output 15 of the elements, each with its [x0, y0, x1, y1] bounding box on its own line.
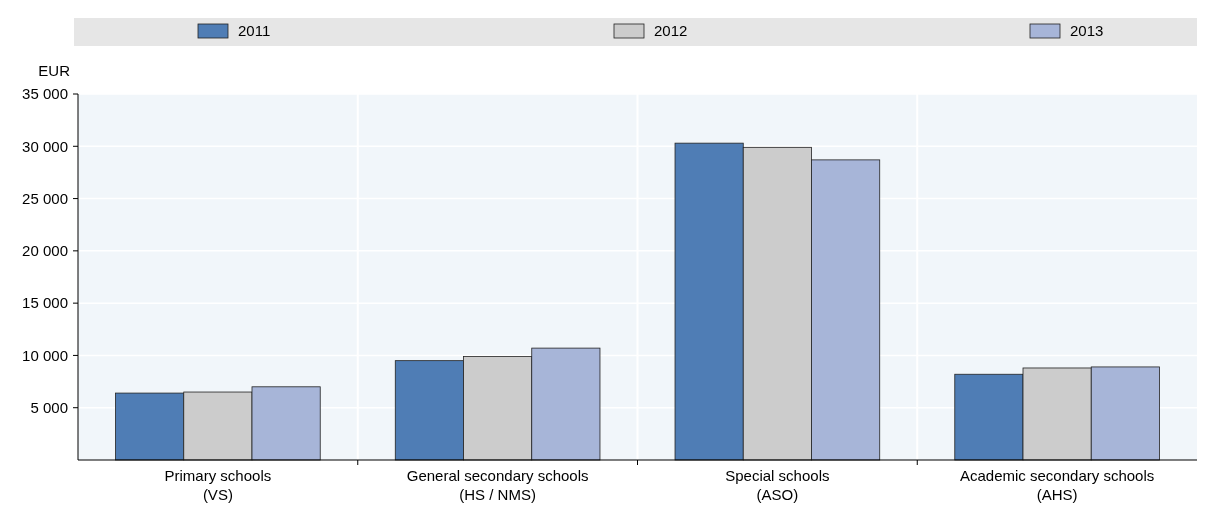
y-tick-label: 25 000 [22, 189, 68, 207]
legend-label: 2013 [1070, 22, 1104, 39]
x-tick-label: Academic secondary schools (AHS) [959, 467, 1155, 503]
y-tick-label: 15 000 [22, 294, 68, 312]
y-tick-label: 20 000 [22, 242, 68, 260]
y-tick-label: 5 000 [30, 398, 68, 416]
x-tick-label: Special schools (ASO) [725, 467, 830, 503]
y-tick-label: 30 000 [22, 137, 68, 155]
legend-label: 2012 [654, 22, 688, 39]
y-axis-title: EUR [38, 62, 71, 79]
y-tick-label: 35 000 [22, 85, 68, 103]
x-tick-label: General secondary schools (HS / NMS) [406, 467, 589, 503]
legend-label: 2011 [238, 22, 271, 39]
y-tick-label: 10 000 [22, 346, 68, 364]
x-tick-label: Primary schools (VS) [164, 467, 272, 503]
